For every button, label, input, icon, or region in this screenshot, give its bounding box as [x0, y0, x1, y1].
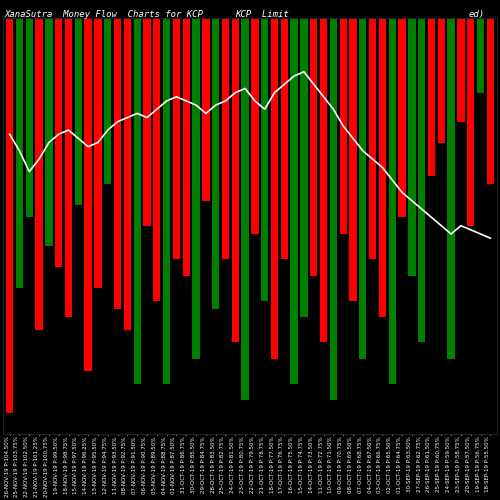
Bar: [330, 18, 337, 400]
Bar: [398, 18, 406, 218]
Bar: [320, 18, 328, 342]
Bar: [438, 18, 445, 142]
Bar: [477, 18, 484, 92]
Bar: [379, 18, 386, 317]
Bar: [359, 18, 366, 358]
Bar: [94, 18, 102, 288]
Bar: [16, 18, 23, 288]
Bar: [251, 18, 258, 234]
Bar: [124, 18, 131, 330]
Bar: [388, 18, 396, 384]
Text: XanaSutra  Money Flow  Charts for KCP: XanaSutra Money Flow Charts for KCP: [5, 10, 204, 19]
Bar: [408, 18, 416, 276]
Bar: [192, 18, 200, 358]
Bar: [6, 18, 14, 413]
Bar: [55, 18, 62, 268]
Bar: [300, 18, 308, 317]
Bar: [271, 18, 278, 358]
Bar: [340, 18, 347, 234]
Bar: [486, 18, 494, 184]
Bar: [65, 18, 72, 317]
Bar: [369, 18, 376, 259]
Bar: [182, 18, 190, 276]
Bar: [144, 18, 150, 226]
Bar: [261, 18, 268, 300]
Bar: [114, 18, 121, 309]
Bar: [280, 18, 288, 259]
Text: ed): ed): [469, 10, 485, 19]
Bar: [350, 18, 356, 300]
Bar: [153, 18, 160, 300]
Bar: [242, 18, 249, 400]
Bar: [212, 18, 220, 309]
Bar: [26, 18, 33, 218]
Text: KCP  Limit: KCP Limit: [235, 10, 289, 19]
Bar: [310, 18, 318, 276]
Bar: [172, 18, 180, 259]
Bar: [457, 18, 464, 122]
Bar: [290, 18, 298, 384]
Bar: [232, 18, 239, 342]
Bar: [202, 18, 209, 201]
Bar: [74, 18, 82, 205]
Bar: [45, 18, 52, 246]
Bar: [104, 18, 112, 184]
Bar: [222, 18, 229, 259]
Bar: [84, 18, 92, 371]
Bar: [134, 18, 141, 384]
Bar: [428, 18, 435, 176]
Bar: [36, 18, 43, 330]
Bar: [163, 18, 170, 384]
Bar: [448, 18, 455, 358]
Bar: [467, 18, 474, 226]
Bar: [418, 18, 426, 342]
